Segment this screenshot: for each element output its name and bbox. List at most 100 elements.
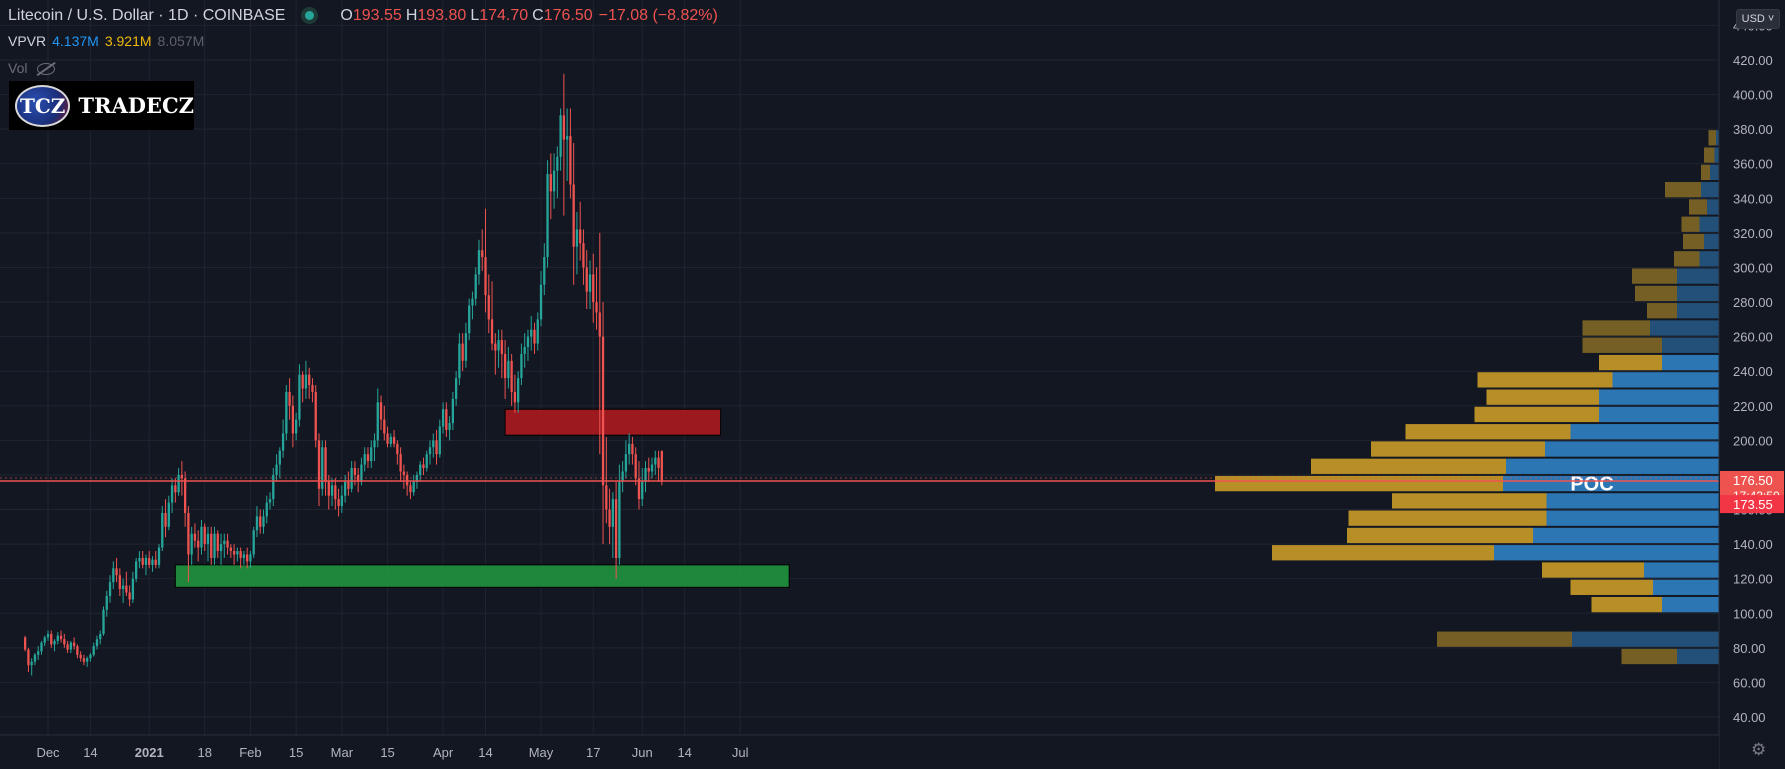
price-tick-label: 60.00 <box>1733 675 1766 690</box>
candle-body <box>334 485 337 500</box>
vp-up-bar <box>1699 216 1722 232</box>
hidden-eye-icon[interactable] <box>37 63 56 76</box>
candle-body <box>268 499 272 503</box>
volume-legend[interactable]: Vol <box>8 60 56 76</box>
candle-body <box>216 533 219 552</box>
candle-body <box>608 509 611 527</box>
high-value: 193.80 <box>417 7 467 24</box>
vp-down-bar <box>1347 527 1533 544</box>
candle-body <box>448 423 451 430</box>
candle-body <box>223 540 226 545</box>
vp-up-bar <box>1572 631 1722 647</box>
candle-body <box>425 454 428 469</box>
candle-body <box>148 557 151 565</box>
vp-down-bar <box>1674 251 1700 267</box>
candle-body <box>438 426 441 455</box>
candle-body <box>595 302 598 313</box>
candle-body <box>503 353 507 379</box>
currency-label: USD <box>1741 13 1765 25</box>
candle-body <box>164 512 167 527</box>
candle-body <box>242 554 246 558</box>
price-tick-label: 320.00 <box>1733 226 1773 241</box>
candle-body <box>56 635 59 641</box>
candle-body <box>565 136 569 140</box>
candle-body <box>572 184 575 247</box>
vp-down-bar <box>1599 354 1662 371</box>
candle-body <box>226 540 229 548</box>
candle-body <box>536 319 539 344</box>
time-tick-label: 17 <box>586 745 600 760</box>
vp-down-bar <box>1704 147 1715 163</box>
candle-body <box>291 405 295 434</box>
candle-body <box>167 502 170 527</box>
symbol-title[interactable]: Litecoin / U.S. Dollar · 1D · COINBASE <box>8 7 286 24</box>
candle-body <box>454 378 458 399</box>
candle-body <box>246 554 249 562</box>
time-tick-label: 2021 <box>135 745 164 760</box>
vp-up-bar <box>1662 354 1722 371</box>
candle-body <box>464 333 468 361</box>
candle-body <box>249 554 252 562</box>
vp-down-bar <box>1708 130 1716 146</box>
vp-up-bar <box>1570 424 1722 440</box>
symbol-header: Litecoin / U.S. Dollar · 1D · COINBASE O 1… <box>8 7 718 25</box>
candle-body <box>546 174 549 258</box>
candle-body <box>628 443 631 455</box>
candle-body <box>53 640 56 645</box>
candle-body <box>520 353 523 379</box>
grid-lines <box>0 0 1719 735</box>
vp-up-bar <box>1599 389 1722 405</box>
candle-body <box>641 481 644 500</box>
price-tick-label: 120.00 <box>1733 572 1773 587</box>
currency-selector[interactable]: USD ˅ <box>1736 9 1780 29</box>
vp-down-bar <box>1348 510 1547 526</box>
candle-body <box>353 468 357 475</box>
time-tick-label: 15 <box>289 745 303 760</box>
candle-body <box>624 454 628 472</box>
candle-body <box>422 464 425 469</box>
candle-body <box>115 568 118 576</box>
candle-body <box>262 516 265 527</box>
change-value: −17.08 (−8.82%) <box>598 7 718 24</box>
vp-down-bar <box>1683 233 1704 250</box>
price-tick-label: 40.00 <box>1733 710 1766 725</box>
vp-down-bar <box>1582 337 1662 353</box>
candle-body <box>376 402 379 441</box>
settings-gear-icon[interactable]: ⚙ <box>1751 740 1767 759</box>
vp-down-bar <box>1474 406 1599 423</box>
open-label: O <box>340 7 353 24</box>
candle-body <box>517 378 520 403</box>
vp-up-bar <box>1599 406 1722 423</box>
candle-body <box>219 544 223 552</box>
candle-body <box>396 443 399 455</box>
volume-label: Vol <box>8 60 28 76</box>
vpvr-legend[interactable]: VPVR 4.137M 3.921M 8.057M <box>8 33 204 49</box>
vpvr-label: VPVR <box>8 33 47 49</box>
low-value: 174.70 <box>479 7 529 24</box>
candle-body <box>598 312 601 337</box>
candle-body <box>27 649 30 666</box>
time-tick-label: 14 <box>478 745 492 760</box>
candle-body <box>592 274 595 303</box>
price-tick-label: 200.00 <box>1733 433 1773 448</box>
open-price-tag-label: 173.55 <box>1733 497 1773 512</box>
vp-up-bar <box>1545 441 1722 457</box>
candle-body <box>552 170 556 192</box>
high-label: H <box>405 7 418 24</box>
candle-body <box>360 464 363 482</box>
candle-body <box>357 474 360 482</box>
logo-mark: TCZ <box>15 84 71 127</box>
candle-body <box>43 637 46 643</box>
candle-body <box>229 547 232 552</box>
candle-body <box>585 267 588 292</box>
candle-body <box>180 474 184 479</box>
candle-body <box>213 533 216 558</box>
vp-down-bar <box>1570 579 1653 595</box>
candle-body <box>559 115 562 157</box>
vp-up-bar <box>1701 182 1722 198</box>
candle-body <box>59 635 63 640</box>
candle-body <box>373 440 376 448</box>
candle-body <box>441 409 445 427</box>
candle-body <box>327 481 330 496</box>
